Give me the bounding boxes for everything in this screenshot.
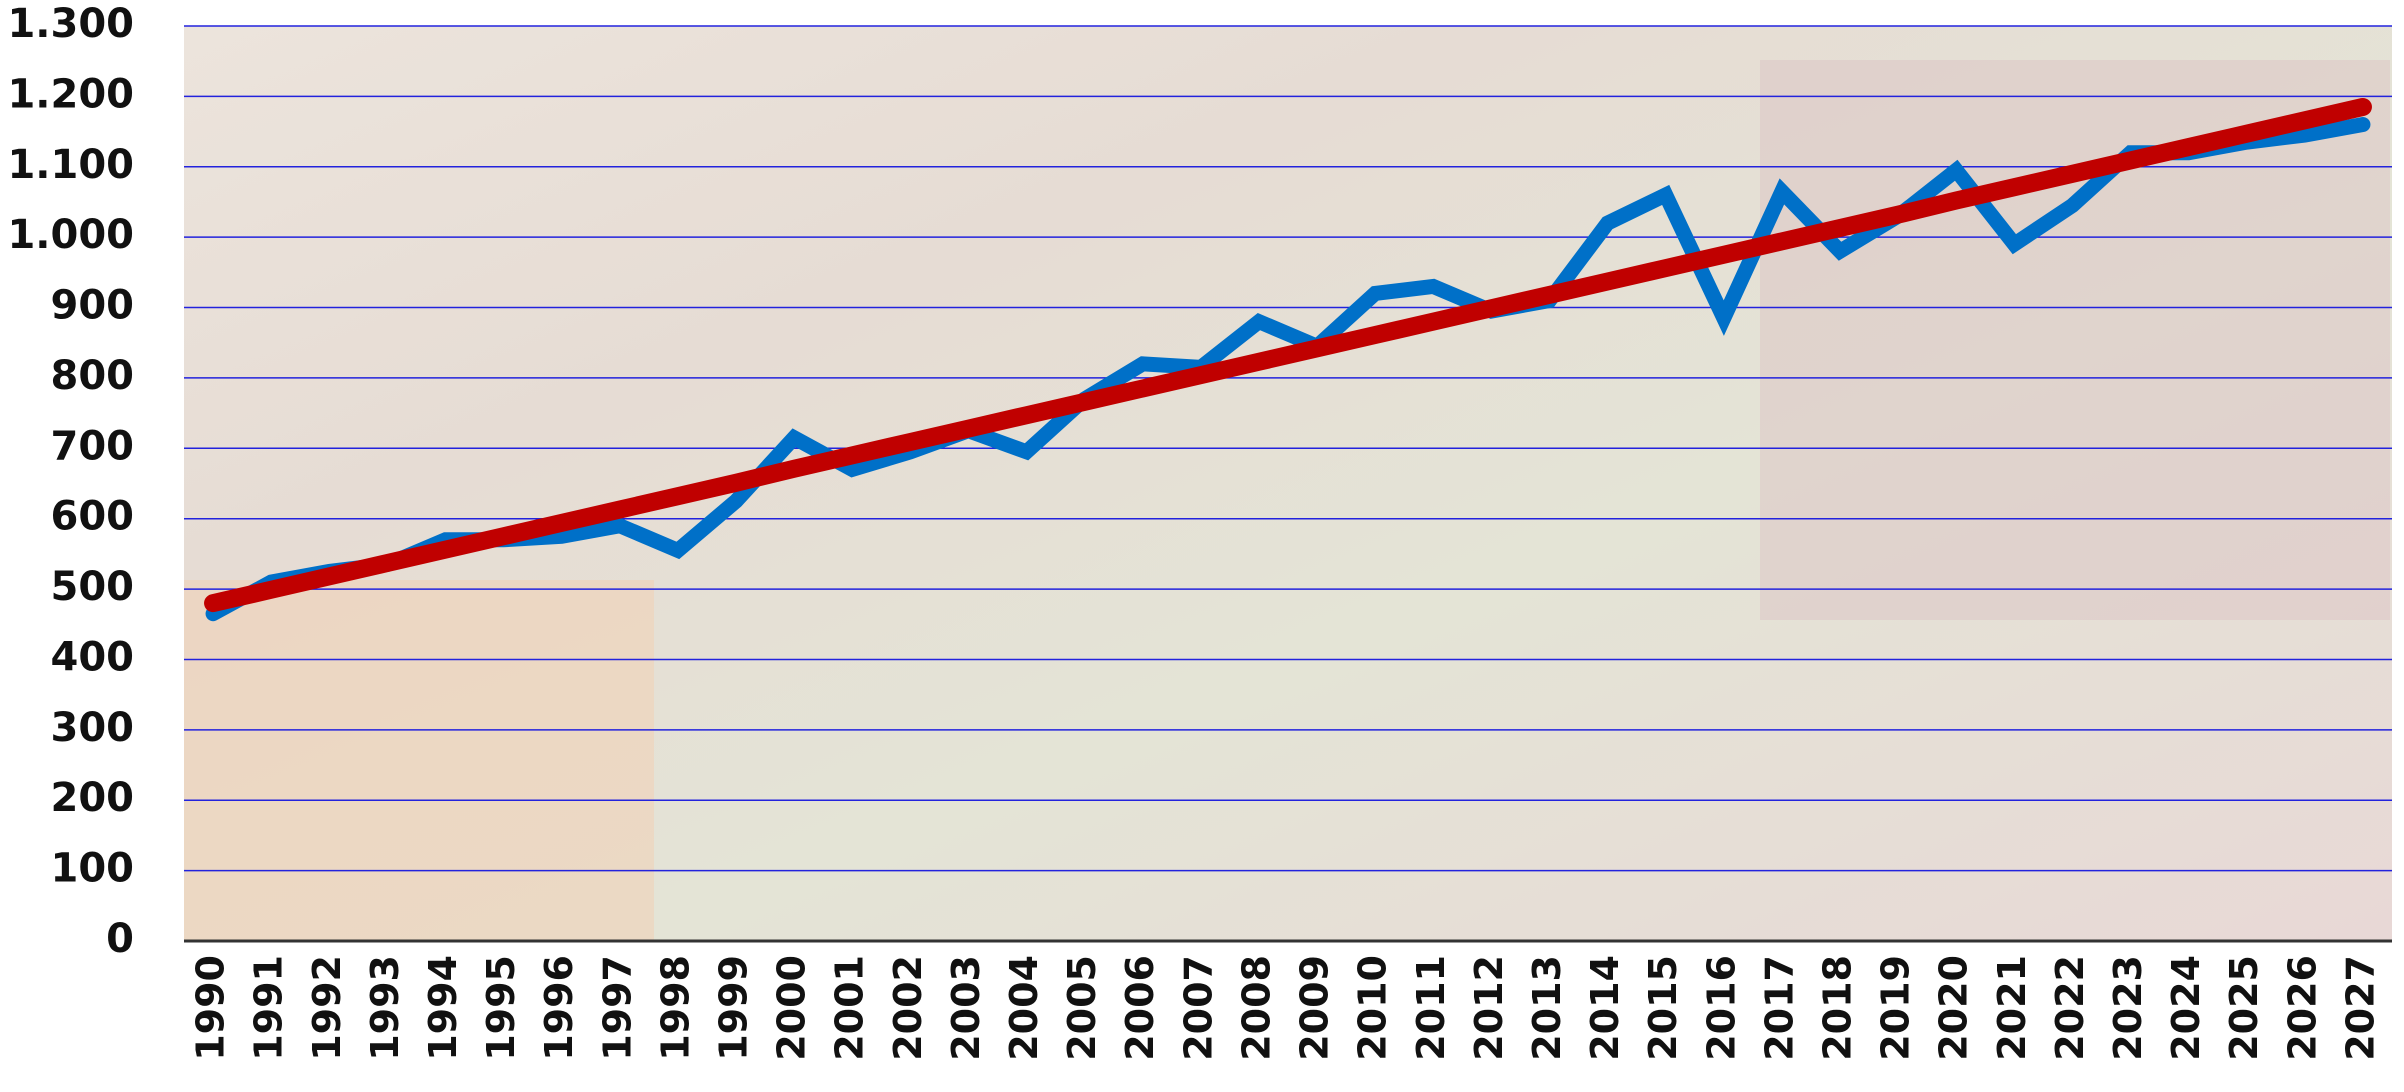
x-tick-label: 1991 xyxy=(247,955,291,1061)
background-decoration xyxy=(184,580,654,941)
x-tick-label: 2004 xyxy=(1002,955,1046,1061)
y-tick-label: 0 xyxy=(106,916,134,962)
y-tick-label: 900 xyxy=(51,283,135,329)
x-tick-label: 1995 xyxy=(479,955,523,1061)
x-tick-label: 2025 xyxy=(2222,955,2266,1061)
y-tick-label: 1.000 xyxy=(7,212,134,258)
data-line xyxy=(205,117,2371,622)
x-tick-label: 2018 xyxy=(1816,955,1860,1061)
x-tick-label: 2007 xyxy=(1176,955,1220,1061)
x-tick-label: 1997 xyxy=(595,955,639,1061)
x-tick-label: 1998 xyxy=(653,955,697,1061)
x-tick-label: 2001 xyxy=(828,955,872,1061)
y-tick-label: 100 xyxy=(51,846,135,892)
x-tick-label: 2012 xyxy=(1467,955,1511,1061)
data-line xyxy=(204,97,2372,613)
y-tick-label: 500 xyxy=(51,564,135,610)
x-tick-label: 2013 xyxy=(1525,955,1569,1061)
x-tick-label: 1992 xyxy=(305,955,349,1061)
y-tick-label: 200 xyxy=(51,775,135,821)
x-tick-label: 2000 xyxy=(770,955,814,1061)
x-tick-label: 2011 xyxy=(1409,955,1453,1061)
x-tick-label: 2002 xyxy=(886,955,930,1061)
x-tick-label: 2003 xyxy=(944,955,988,1061)
x-tick-label: 2017 xyxy=(1757,955,1801,1061)
x-tick-label: 2022 xyxy=(2048,955,2092,1061)
x-tick-label: 1996 xyxy=(537,955,581,1061)
x-tick-label: 2024 xyxy=(2164,955,2208,1061)
y-tick-label: 1.100 xyxy=(7,142,134,188)
x-tick-label: 1990 xyxy=(189,955,233,1061)
y-tick-label: 700 xyxy=(51,423,135,469)
x-tick-label: 2005 xyxy=(1060,955,1104,1061)
x-tick-label: 2027 xyxy=(2338,955,2382,1061)
x-tick-label: 2006 xyxy=(1118,955,1162,1061)
x-tick-label: 2021 xyxy=(1990,955,2034,1061)
x-tick-label: 2010 xyxy=(1351,955,1395,1061)
x-tick-label: 2023 xyxy=(2106,955,2150,1061)
x-tick-label: 1999 xyxy=(712,955,756,1061)
x-tick-label: 2026 xyxy=(2280,955,2324,1061)
x-tick-label: 2008 xyxy=(1234,955,1278,1061)
y-tick-label: 300 xyxy=(51,705,135,751)
x-tick-label: 2020 xyxy=(1932,955,1976,1061)
y-tick-label: 600 xyxy=(51,494,135,540)
x-tick-label: 1994 xyxy=(421,955,465,1061)
y-tick-label: 1.200 xyxy=(7,71,134,117)
y-tick-label: 1.300 xyxy=(7,1,134,47)
background-decoration xyxy=(1760,60,2390,620)
y-tick-label: 800 xyxy=(51,353,135,399)
x-tick-label: 2015 xyxy=(1641,955,1685,1061)
x-tick-label: 2009 xyxy=(1293,955,1337,1061)
x-tick-label: 1993 xyxy=(363,955,407,1061)
x-tick-label: 2014 xyxy=(1583,955,1627,1061)
y-tick-label: 400 xyxy=(51,634,135,680)
x-tick-label: 2016 xyxy=(1699,955,1743,1061)
x-tick-label: 2019 xyxy=(1874,955,1918,1061)
